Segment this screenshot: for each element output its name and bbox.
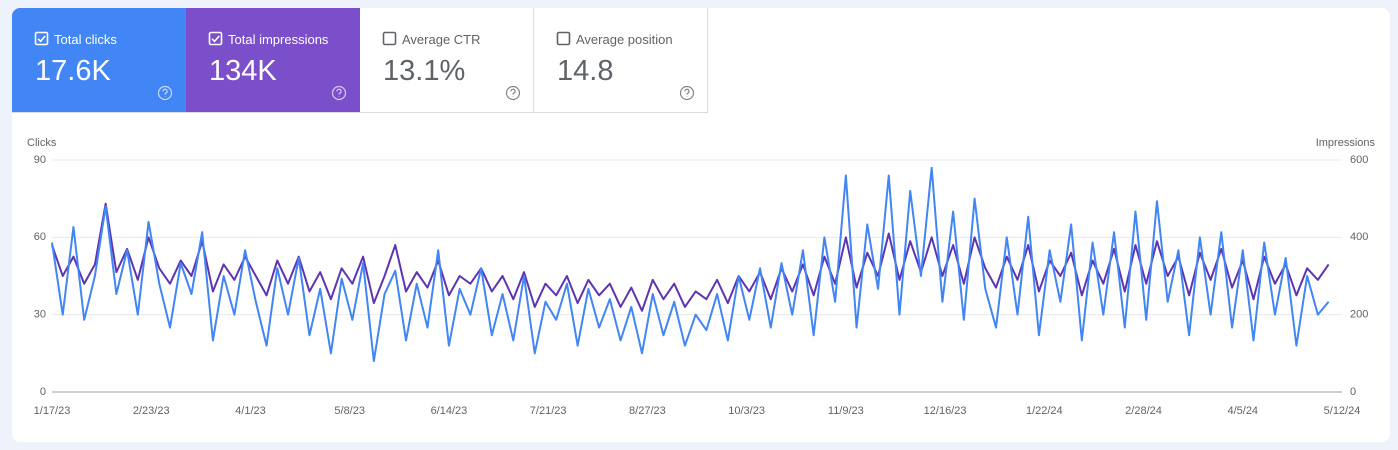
x-tick-label: 1/22/24	[1026, 405, 1063, 417]
metric-label: Average position	[576, 32, 673, 47]
checkbox-box	[382, 31, 397, 46]
metric-card[interactable]: Total clicks 17.6K	[12, 8, 186, 113]
help-icon	[331, 85, 347, 101]
x-tick-label: 12/16/23	[924, 405, 967, 417]
help-mark	[336, 88, 342, 97]
metric-label: Average CTR	[402, 32, 481, 47]
metric-value: 14.8	[557, 55, 614, 87]
checkmark	[211, 35, 220, 43]
y2-axis-title: Impressions	[1316, 137, 1376, 149]
y-tick-label: 90	[34, 154, 46, 166]
help-circle	[157, 85, 173, 101]
metric-card[interactable]: Average CTR 13.1%	[360, 8, 534, 113]
metric-value: 17.6K	[35, 55, 111, 87]
x-tick-label: 10/3/23	[728, 405, 765, 417]
help-icon	[505, 85, 521, 101]
x-tick-label: 5/12/24	[1324, 405, 1361, 417]
help-icon	[679, 85, 695, 101]
chart: Clicks Impressions 0 30 60 90 0 200 400 600 1/17…	[27, 137, 1376, 417]
x-tick-label: 5/8/23	[334, 405, 365, 417]
checkbox	[556, 31, 571, 46]
help-mark	[162, 88, 168, 97]
checkbox-box	[556, 31, 571, 46]
checkbox	[34, 31, 49, 46]
x-tick-label: 8/27/23	[629, 405, 666, 417]
checkbox-box	[208, 31, 223, 46]
help-circle	[679, 85, 695, 101]
y2-tick-label: 400	[1350, 231, 1368, 243]
help-mark	[510, 88, 516, 97]
checkmark	[37, 35, 46, 43]
y-tick-label: 60	[34, 231, 46, 243]
x-tick-label: 1/17/23	[34, 405, 71, 417]
x-tick-label: 4/1/23	[235, 405, 266, 417]
metric-label: Total impressions	[228, 32, 329, 47]
y2-tick-label: 0	[1350, 386, 1356, 398]
x-tick-label: 6/14/23	[431, 405, 468, 417]
y-axis-title: Clicks	[27, 137, 57, 149]
y2-tick-label: 600	[1350, 154, 1368, 166]
checkbox-box	[34, 31, 49, 46]
y2-tick-label: 200	[1350, 309, 1368, 321]
metric-card[interactable]: Total impressions 134K	[186, 8, 360, 113]
help-circle	[505, 85, 521, 101]
metric-value: 134K	[209, 55, 277, 87]
x-tick-label: 7/21/23	[530, 405, 567, 417]
y-tick-label: 30	[34, 309, 46, 321]
help-mark	[684, 88, 690, 97]
checkbox	[382, 31, 397, 46]
metric-value: 13.1%	[383, 55, 466, 87]
series-line	[51, 166, 1330, 363]
metric-card[interactable]: Average position 14.8	[534, 8, 708, 113]
y-tick-label: 0	[40, 386, 46, 398]
x-tick-label: 2/23/23	[133, 405, 170, 417]
performance-panel: Clicks Impressions 0 30 60 90 0 200 400 600 1/17…	[12, 8, 1390, 442]
help-circle	[331, 85, 347, 101]
checkbox	[208, 31, 223, 46]
x-tick-label: 4/5/24	[1227, 405, 1258, 417]
x-tick-label: 11/9/23	[828, 405, 864, 417]
help-icon	[157, 85, 173, 101]
metric-label: Total clicks	[54, 32, 117, 47]
x-tick-label: 2/28/24	[1125, 405, 1162, 417]
